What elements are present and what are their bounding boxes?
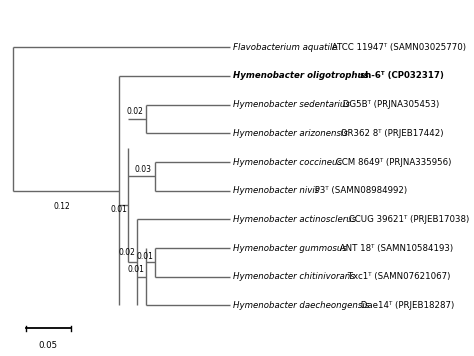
Text: Dae14ᵀ (PRJEB18287): Dae14ᵀ (PRJEB18287) xyxy=(358,301,454,310)
Text: 0.05: 0.05 xyxy=(39,341,58,350)
Text: sh-6ᵀ (CP032317): sh-6ᵀ (CP032317) xyxy=(357,72,444,80)
Text: 0.01: 0.01 xyxy=(128,265,145,274)
Text: Hymenobacter sedentarius: Hymenobacter sedentarius xyxy=(233,100,350,109)
Text: 0.02: 0.02 xyxy=(118,248,135,257)
Text: Flavobacterium aquatile: Flavobacterium aquatile xyxy=(233,43,338,52)
Text: DG5Bᵀ (PRJNA305453): DG5Bᵀ (PRJNA305453) xyxy=(340,100,439,109)
Text: 0.01: 0.01 xyxy=(137,252,154,261)
Text: CCUG 39621ᵀ (PRJEB17038): CCUG 39621ᵀ (PRJEB17038) xyxy=(346,215,469,224)
Text: 0.02: 0.02 xyxy=(126,107,143,116)
Text: Hymenobacter coccineus: Hymenobacter coccineus xyxy=(233,157,342,167)
Text: 0.01: 0.01 xyxy=(110,205,127,214)
Text: Hymenobacter arizonensis: Hymenobacter arizonensis xyxy=(233,129,348,138)
Text: Hymenobacter gummosus: Hymenobacter gummosus xyxy=(233,244,347,253)
Text: Hymenobacter nivis: Hymenobacter nivis xyxy=(233,186,319,195)
Text: Hymenobacter daecheongensis: Hymenobacter daecheongensis xyxy=(233,301,370,310)
Text: P3ᵀ (SAMN08984992): P3ᵀ (SAMN08984992) xyxy=(312,186,407,195)
Text: Hymenobacter actinosclerus: Hymenobacter actinosclerus xyxy=(233,215,356,224)
Text: 0.03: 0.03 xyxy=(135,165,152,174)
Text: ANT 18ᵀ (SAMN10584193): ANT 18ᵀ (SAMN10584193) xyxy=(337,244,454,253)
Text: OR362 8ᵀ (PRJEB17442): OR362 8ᵀ (PRJEB17442) xyxy=(338,129,444,138)
Text: Txc1ᵀ (SAMN07621067): Txc1ᵀ (SAMN07621067) xyxy=(345,272,450,281)
Text: Hymenobacter oligotrophus: Hymenobacter oligotrophus xyxy=(233,72,369,80)
Text: CCM 8649ᵀ (PRJNA335956): CCM 8649ᵀ (PRJNA335956) xyxy=(333,157,451,167)
Text: ATCC 11947ᵀ (SAMN03025770): ATCC 11947ᵀ (SAMN03025770) xyxy=(329,43,466,52)
Text: 0.12: 0.12 xyxy=(53,202,70,211)
Text: Hymenobacter chitinivorans: Hymenobacter chitinivorans xyxy=(233,272,355,281)
